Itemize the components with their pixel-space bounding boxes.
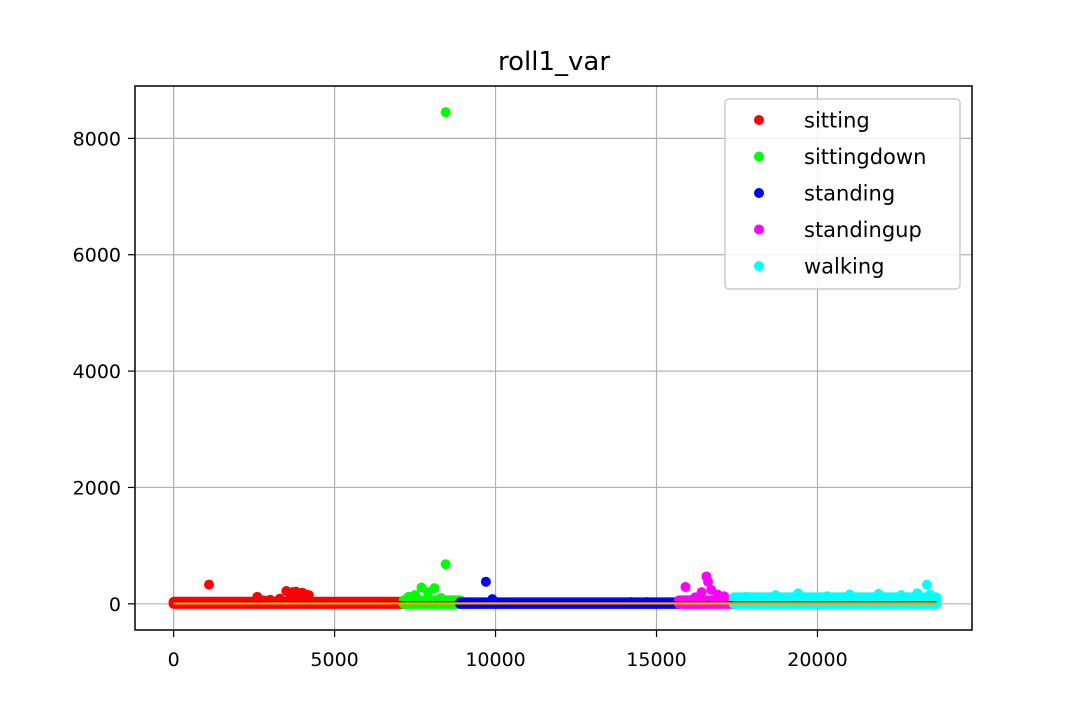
data-point-sittingdown (435, 593, 446, 603)
x-tick-label: 5000 (310, 649, 358, 671)
legend-marker-standing (754, 188, 764, 198)
legend-marker-sitting (754, 115, 764, 125)
data-point-standingup (719, 591, 730, 602)
y-tick-label: 2000 (73, 477, 121, 499)
x-axis: 0 5000 10000 15000 20000 (168, 630, 848, 671)
legend-label-sittingdown: sittingdown (804, 145, 926, 169)
chart-title: roll1_var (498, 47, 610, 77)
data-point-walking (921, 579, 932, 590)
x-tick-label: 15000 (626, 649, 686, 671)
legend-label-standingup: standingup (804, 218, 922, 242)
data-point-sittingdown (440, 559, 451, 570)
data-point-walking (912, 588, 923, 599)
data-point-walking (873, 588, 884, 599)
data-point-walking (896, 590, 907, 601)
data-point-sitting (274, 593, 285, 604)
legend-box (724, 98, 961, 290)
data-point-standingup (690, 592, 701, 603)
x-tick-label: 0 (168, 649, 180, 671)
data-point-walking (925, 589, 936, 600)
series-band-walking (728, 592, 942, 609)
y-axis: 0 2000 4000 6000 8000 (73, 128, 135, 616)
data-point-standingup (703, 576, 714, 587)
data-point-sittingdown (440, 107, 451, 118)
data-point-standingup (680, 581, 691, 592)
legend-marker-sittingdown (754, 151, 764, 162)
legend: sitting sittingdown standing standingup walk… (724, 98, 961, 290)
data-point-walking (844, 589, 855, 600)
y-tick-label: 4000 (73, 361, 121, 383)
data-point-sittingdown (429, 583, 440, 594)
data-point-walking (741, 591, 752, 602)
plot-frame (134, 85, 973, 631)
x-tick-label: 20000 (787, 649, 847, 671)
data-point-sitting (303, 590, 314, 601)
data-points (173, 107, 937, 608)
y-tick-label: 8000 (73, 128, 121, 150)
data-point-walking (770, 590, 781, 601)
legend-label-standing: standing (804, 182, 895, 206)
legend-label-walking: walking (804, 255, 885, 279)
data-point-sittingdown (403, 591, 414, 602)
data-point-standing (480, 576, 491, 587)
legend-label-sitting: sitting (804, 109, 870, 133)
y-tick-label: 6000 (73, 245, 121, 267)
data-point-walking (793, 588, 804, 599)
data-point-sitting (204, 579, 215, 590)
legend-marker-walking (754, 261, 764, 271)
data-point-walking (822, 591, 833, 602)
y-tick-label: 0 (109, 594, 121, 616)
x-tick-label: 10000 (465, 649, 525, 671)
legend-marker-standingup (754, 224, 764, 235)
